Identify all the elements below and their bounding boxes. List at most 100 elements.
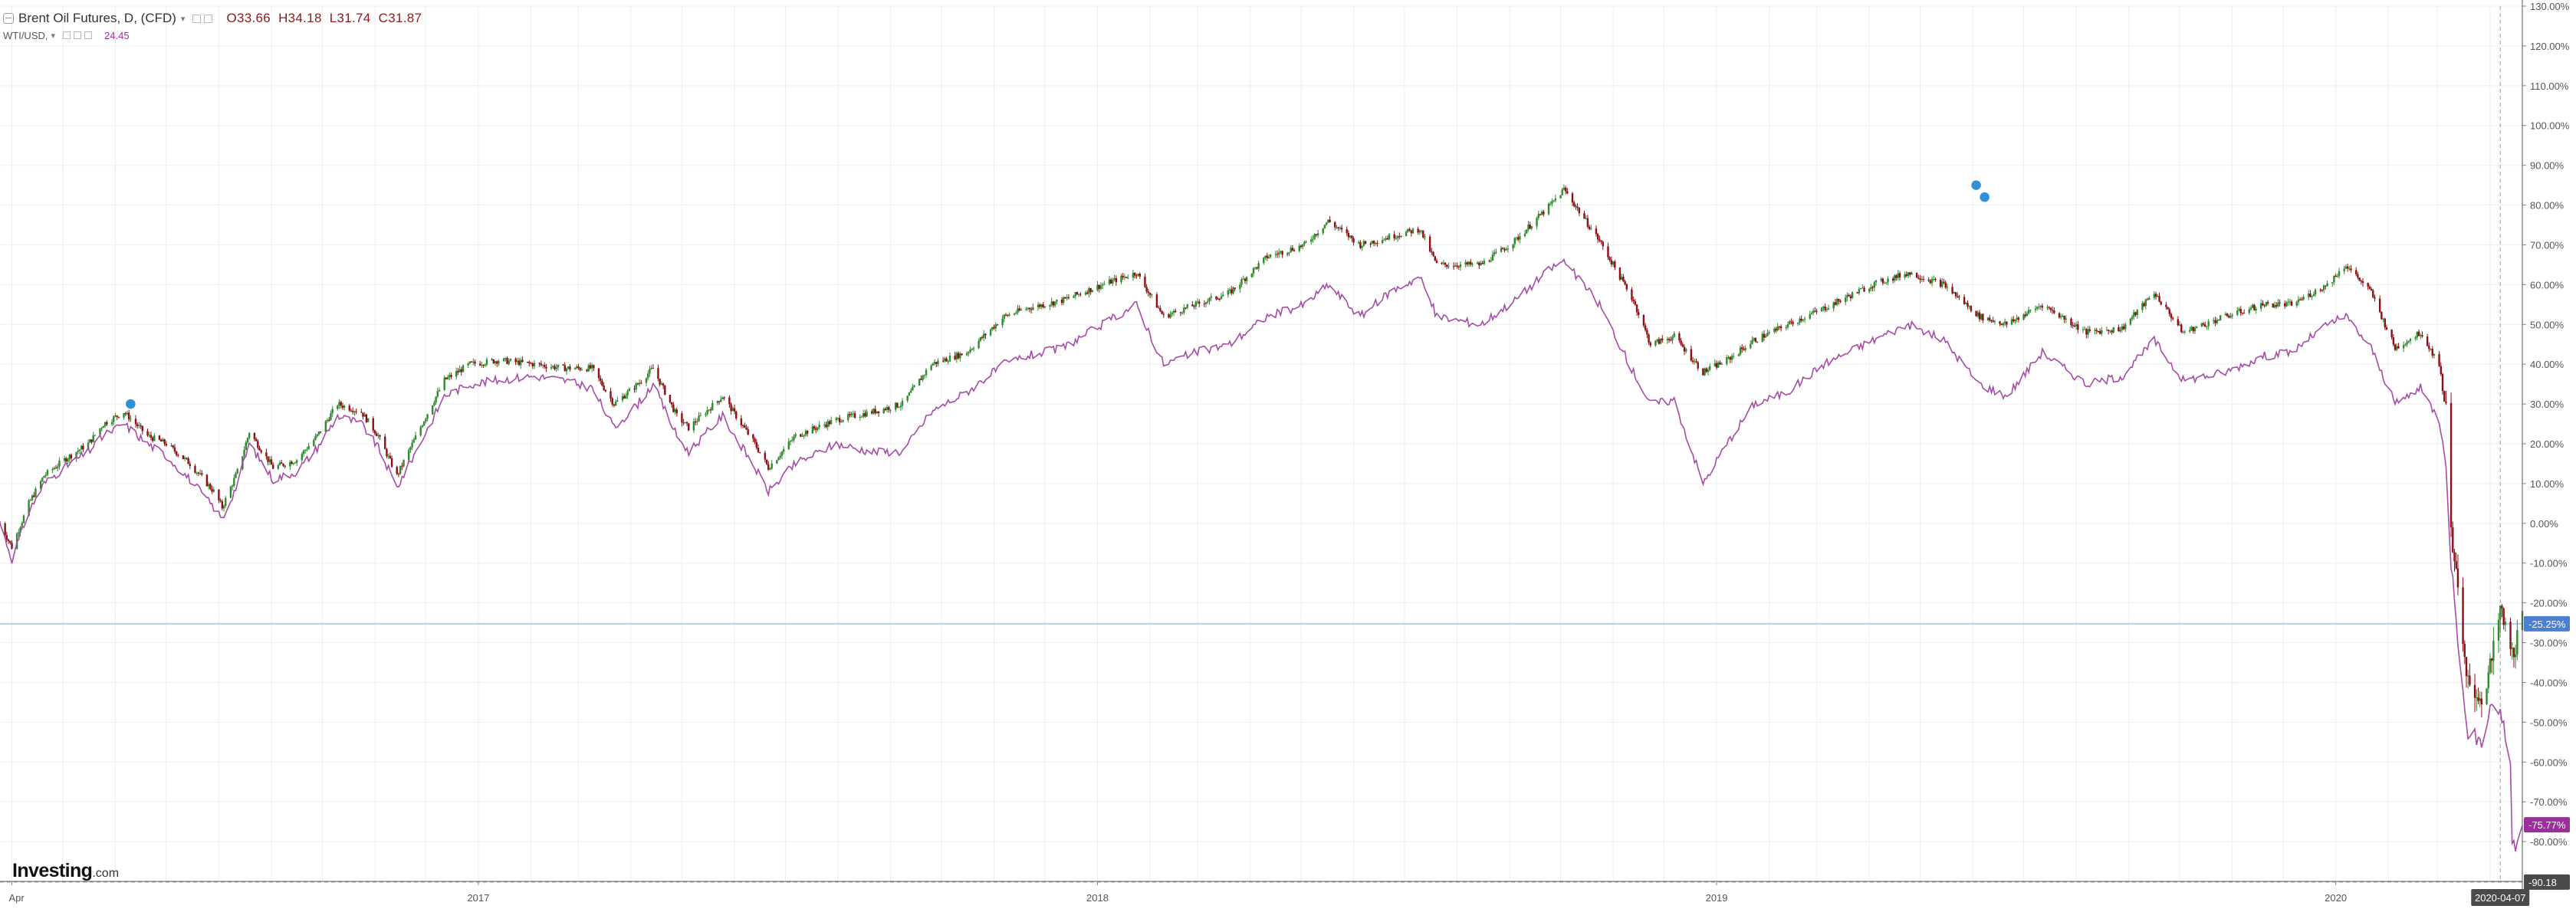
y-tick-label: 120.00% [2530,41,2570,52]
candle-body [243,449,245,457]
candle-body [110,422,113,425]
candle-body [2088,329,2091,331]
candle-body [2253,304,2256,310]
y-tick-label: -40.00% [2530,677,2568,688]
candle-body [565,368,568,372]
candle-body [1612,261,1615,265]
candle-body [645,378,648,383]
candle-body [389,455,392,458]
candle-body [2192,327,2194,332]
y-tick-label: 110.00% [2530,80,2569,92]
candle-body [1269,254,1272,258]
candle-body [1953,292,1956,294]
candle-body [1483,261,1486,264]
candle-body [295,460,298,463]
candle-body [1196,301,1199,303]
candle-body [1234,287,1236,289]
candle-body [770,463,773,469]
candle-body [492,359,495,364]
candle-body [1607,246,1609,258]
candle-body [2285,302,2288,307]
candle-body [2325,285,2327,287]
hide-compare-button[interactable] [63,31,71,39]
candle-body [731,408,734,412]
series-settings-button[interactable] [204,14,213,23]
candle-body [2094,330,2096,331]
candle-body [1632,300,1635,302]
symbol-title[interactable]: Brent Oil Futures, D, (CFD) [18,11,176,25]
candle-body [1278,252,1280,255]
candle-body [1715,363,1718,368]
candle-body [577,366,580,369]
candle-body [1719,362,1721,365]
candle-body [183,458,186,459]
candle-body [337,405,339,409]
candle-body [1385,238,1387,240]
candle-body [1407,228,1409,232]
candle-body [1042,304,1044,307]
candle-body [1785,327,1787,329]
candle-body [860,416,863,418]
candle-body [954,356,956,359]
candle-body [470,361,473,363]
candle-body [2027,310,2030,313]
candle-body [913,385,915,387]
candle-body [2499,605,2502,620]
candle-body [1454,265,1457,267]
candle-body [343,405,346,409]
candle-body [2193,327,2196,332]
candle-body [1717,362,1720,368]
candle-body [978,340,980,349]
candle-body [2297,299,2300,303]
candle-body [4,523,6,536]
candle-body [1400,236,1402,238]
candle-body [28,500,30,516]
candle-body [2266,302,2269,304]
candle-body [1939,280,1942,287]
candle-body [2098,331,2101,334]
candle-body [2010,319,2013,325]
candle-body [852,413,855,415]
candle-body [1917,277,1920,279]
candle-body [1753,338,1755,340]
candle-body [706,409,708,415]
candle-body [853,413,856,418]
candle-body [1346,229,1348,233]
candle-body [660,383,663,385]
chevron-down-icon[interactable]: ▾ [51,31,56,41]
candle-body [674,409,676,412]
candle-body [2428,346,2430,349]
y-tick-label: 10.00% [2530,478,2564,490]
candle-body [1361,245,1363,248]
candle-body [2279,302,2281,304]
candle-body [2204,324,2206,327]
candle-body [1697,362,1699,369]
low-value: 31.74 [337,11,371,25]
wti-current-tag-bg [2524,817,2570,833]
brent-current-tag-bg [2524,615,2570,632]
candle-body [1654,340,1657,346]
collapse-icon[interactable] [3,13,14,24]
x-tick-label: 2020 [2325,892,2347,904]
candle-body [1993,321,1996,323]
candle-body [959,353,961,359]
candle-body [623,395,626,399]
candle-body [1050,301,1053,305]
candle-body [874,409,876,414]
chevron-down-icon[interactable]: ▾ [180,14,186,24]
candle-body [684,422,687,424]
candle-body [1329,219,1331,222]
candle-body [587,365,590,372]
compare-symbol-title[interactable]: WTI/USD, [3,29,48,41]
event-marker[interactable] [1978,191,1991,203]
event-marker[interactable] [124,398,137,410]
hide-series-button[interactable] [192,14,202,23]
candle-body [1198,301,1201,304]
candle-body [728,397,731,405]
remove-compare-button[interactable] [84,31,93,39]
event-marker[interactable] [1970,179,1983,192]
compare-settings-button[interactable] [74,31,82,39]
candle-body [102,426,105,428]
candle-body [233,477,235,486]
